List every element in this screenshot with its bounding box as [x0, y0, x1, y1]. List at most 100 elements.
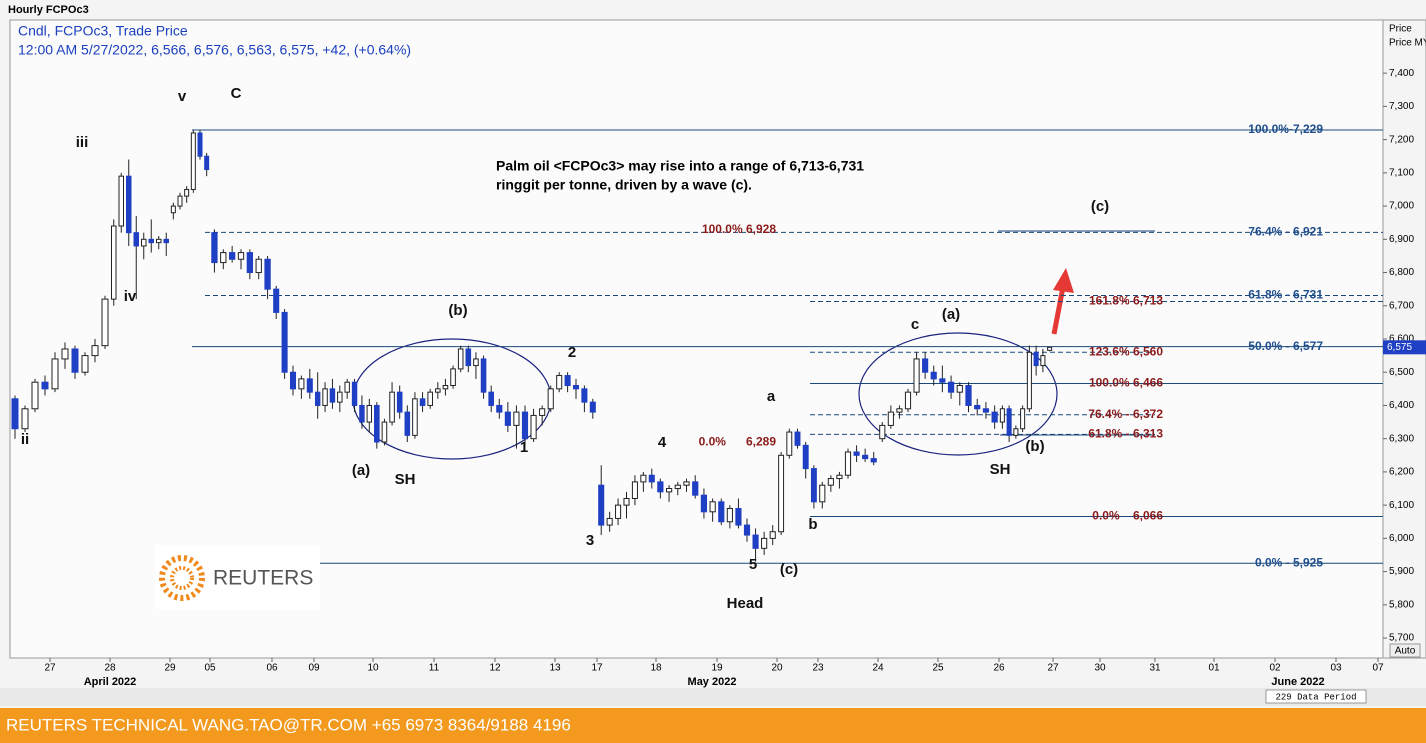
candle-body: [589, 401, 596, 413]
candle-body: [735, 507, 742, 526]
fib-label: 100.0% 6,928: [702, 222, 776, 236]
auto-button-label[interactable]: Auto: [1395, 646, 1416, 657]
fib-label: 76.4% - 6,921: [1248, 225, 1323, 239]
candle-body: [255, 258, 262, 274]
note: ringgit per tonne, driven by a wave (c).: [496, 177, 752, 193]
candle-body: [539, 408, 546, 416]
wave-label: SH: [395, 471, 416, 488]
candle-body: [786, 431, 793, 456]
candle-body: [197, 132, 203, 157]
auto-button[interactable]: [1389, 643, 1421, 658]
candle-body: [870, 458, 877, 463]
candle-body: [930, 371, 937, 380]
scrollbar[interactable]: [0, 688, 1426, 706]
candle-body: [956, 385, 963, 393]
candle-body: [337, 391, 343, 403]
candle-body: [718, 501, 725, 523]
x-tick-label: 23: [812, 663, 824, 674]
candle-body: [148, 238, 154, 244]
candle-body: [615, 504, 622, 519]
candle-body: [322, 388, 328, 406]
arrow: [1051, 268, 1074, 335]
x-tick-label: 06: [266, 663, 278, 674]
candle-body: [81, 355, 89, 373]
candle-body: [228, 252, 236, 260]
candle-body: [118, 175, 124, 227]
candle-body: [450, 368, 456, 387]
axis-label: Price MYR T: [1389, 38, 1426, 49]
y-tick-label: 6,200: [1389, 467, 1414, 478]
wave-label: ii: [21, 431, 29, 448]
wave-label: 2: [568, 344, 576, 361]
fib-label: 76.4% - 6,372: [1088, 407, 1163, 421]
x-tick-label: 28: [104, 663, 116, 674]
candle-body: [404, 411, 411, 436]
price-axis: [1382, 19, 1426, 659]
wave-label: (b): [1025, 438, 1044, 455]
candle-body: [939, 378, 946, 383]
candle-body: [631, 481, 638, 499]
candle-body: [246, 252, 254, 274]
wave-label: SH: [990, 461, 1011, 478]
candle-body: [442, 385, 449, 390]
axis-label: Price: [1389, 24, 1412, 35]
price-marker: [1383, 340, 1426, 355]
candle-body: [844, 451, 852, 476]
candle-body: [709, 501, 716, 513]
candle-body: [1040, 355, 1046, 367]
candle-body: [879, 424, 886, 440]
y-tick-label: 6,700: [1389, 300, 1414, 311]
y-tick-label: 7,300: [1389, 101, 1414, 112]
candle-body: [351, 381, 358, 406]
candle-body: [488, 391, 494, 406]
wave-label: b: [808, 516, 817, 533]
y-tick-label: 7,200: [1389, 134, 1414, 145]
y-tick-label: 6,800: [1389, 267, 1414, 278]
x-tick-label: 13: [549, 663, 561, 674]
candle-body: [381, 421, 388, 443]
candle-body: [190, 132, 196, 190]
candle-body: [237, 252, 245, 260]
y-tick-label: 7,100: [1389, 167, 1414, 178]
x-tick-label: 30: [1094, 663, 1106, 674]
x-tick-label: 31: [1149, 663, 1161, 674]
candle-body: [101, 298, 109, 347]
logo-text: REUTERS: [213, 567, 313, 590]
candle-body: [1020, 408, 1026, 430]
candle-body: [674, 484, 681, 490]
candle-body: [496, 404, 503, 413]
candle-body: [111, 225, 117, 300]
y-tick-label: 6,300: [1389, 433, 1414, 444]
candle-body: [504, 411, 511, 426]
candle-body: [273, 288, 280, 313]
y-tick-label: 6,600: [1389, 334, 1414, 345]
candle-body: [156, 238, 162, 244]
x-tick-label: 24: [872, 663, 884, 674]
data-period: 229 Data Period: [1275, 692, 1356, 702]
candle-body: [61, 348, 69, 360]
candle-body: [761, 537, 768, 549]
candle-body: [547, 388, 554, 410]
note: Palm oil <FCPOc3> may rise into a range …: [496, 158, 864, 174]
fib-label: 100.0% 6,466: [1089, 376, 1163, 390]
candle-body: [999, 408, 1005, 423]
wave-label: v: [178, 88, 187, 105]
candle-body: [904, 391, 912, 410]
candle-body: [853, 451, 860, 456]
wave-label: (c): [1091, 198, 1109, 215]
footer: REUTERS TECHNICAL WANG.TAO@TR.COM +65 69…: [6, 715, 571, 734]
wave-label: 3: [586, 532, 594, 549]
wave-label: Head: [727, 595, 764, 612]
x-tick-label: 05: [204, 663, 216, 674]
candle-body: [778, 454, 785, 533]
candle-body: [473, 358, 479, 367]
wave-label: (b): [448, 302, 467, 319]
footer-bar: [0, 708, 1426, 743]
x-tick-label: 02: [1269, 663, 1281, 674]
candle-body: [91, 345, 99, 357]
candle-body: [836, 474, 843, 480]
fib-label: 50.0% - 6,577: [1248, 339, 1323, 353]
candle-body: [752, 534, 759, 549]
candle-body: [298, 378, 305, 390]
fib-label: 0.0% - 5,925: [1255, 555, 1323, 569]
